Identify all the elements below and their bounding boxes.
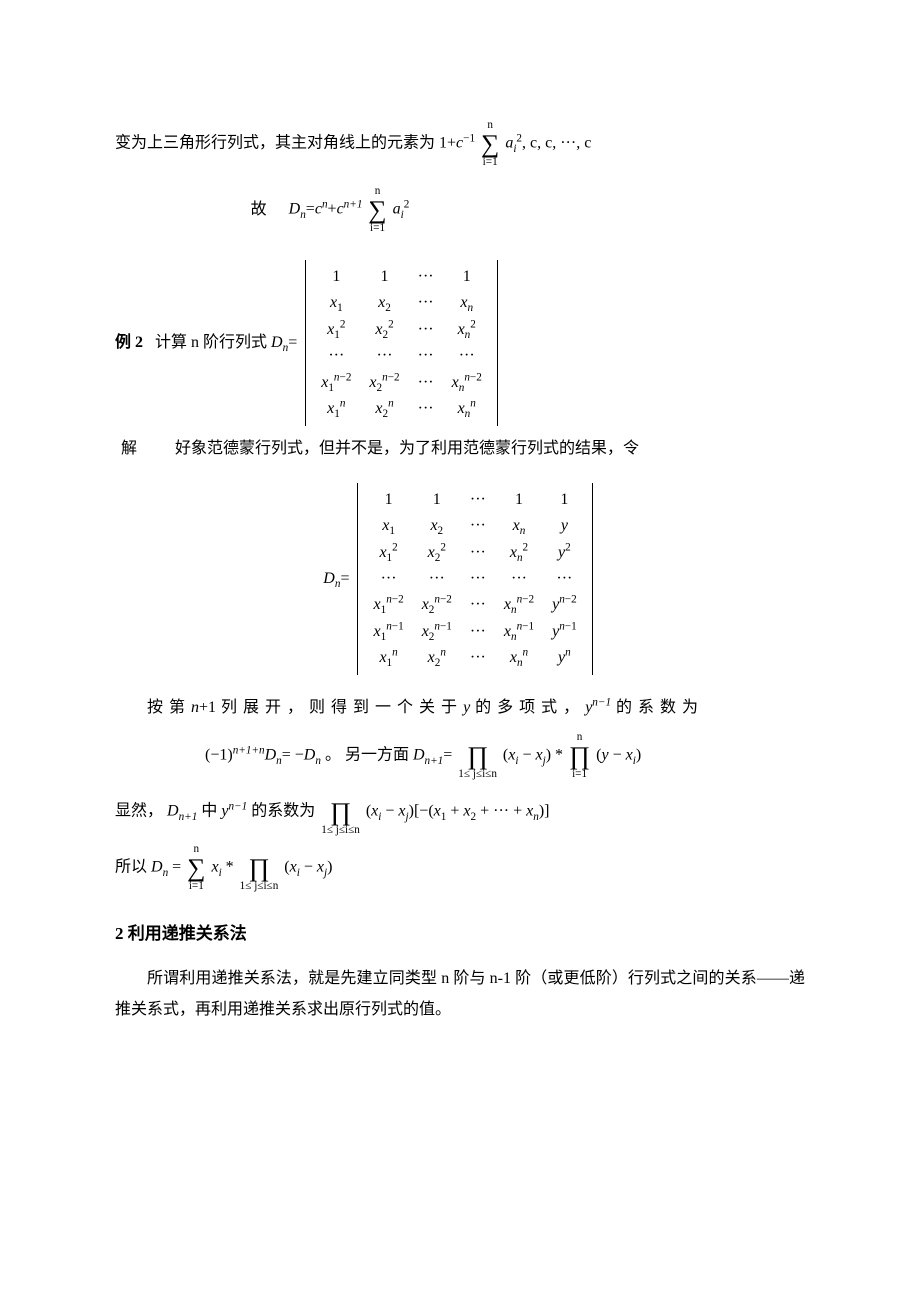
product-symbol: ∏ 1≤ j≤i≤n	[458, 732, 497, 780]
example-2: 例 2 计算 n 阶行列式 Dn= 11···1 x1x2···xn x12x2…	[115, 260, 805, 426]
line-diagonal-elements: 变为上三角形行列式，其主对角线上的元素为 1+c−1 n ∑ i=1 ai2, …	[115, 120, 805, 168]
product-symbol: n ∏ i=1	[569, 732, 590, 780]
product-symbol: ∏ 1≤ j≤i≤n	[321, 788, 360, 836]
augmented-determinant: Dn= 11···11 x1x2···xny x12x22···xn2y2 ··…	[115, 483, 805, 676]
sum-symbol: n ∑ i=1	[481, 120, 499, 168]
therefore-line: 所以 Dn = n ∑ i=1 xi * ∏ 1≤ j≤i≤n (xi − xj…	[115, 844, 805, 892]
page-content: 变为上三角形行列式，其主对角线上的元素为 1+c−1 n ∑ i=1 ai2, …	[0, 0, 920, 1093]
determinant-Dn: 11···1 x1x2···xn x12x22···xn2 ··········…	[305, 260, 498, 426]
obviously-line: 显然， Dn+1 中 yn−1 的系数为 ∏ 1≤ j≤i≤n (xi − xj…	[115, 788, 805, 836]
line-result-Dn: 故 Dn=cn+cn+1 n ∑ i=1 ai2	[115, 186, 805, 234]
sum-symbol: n ∑ i=1	[187, 844, 205, 892]
sum-symbol: n ∑ i=1	[368, 186, 386, 234]
text: 变为上三角形行列式，其主对角线上的元素为	[115, 135, 439, 152]
determinant-aug: 11···11 x1x2···xny x12x22···xn2y2 ······…	[357, 483, 592, 676]
expansion-text: 按 第 n+1 列 展 开 ， 则 得 到 一 个 关 于 y 的 多 项 式 …	[115, 693, 805, 723]
coefficient-line: (−1)n+1+nDn= −Dn 。 另一方面 Dn+1= ∏ 1≤ j≤i≤n…	[205, 732, 805, 780]
section-heading-2: 2 利用递推关系法	[115, 918, 805, 950]
solution-intro: 解 好象范德蒙行列式，但并不是，为了利用范德蒙行列式的结果，令	[115, 434, 805, 464]
product-symbol: ∏ 1≤ j≤i≤n	[240, 844, 279, 892]
recursive-method-intro: 所谓利用递推关系法，就是先建立同类型 n 阶与 n-1 阶（或更低阶）行列式之间…	[115, 964, 805, 1025]
